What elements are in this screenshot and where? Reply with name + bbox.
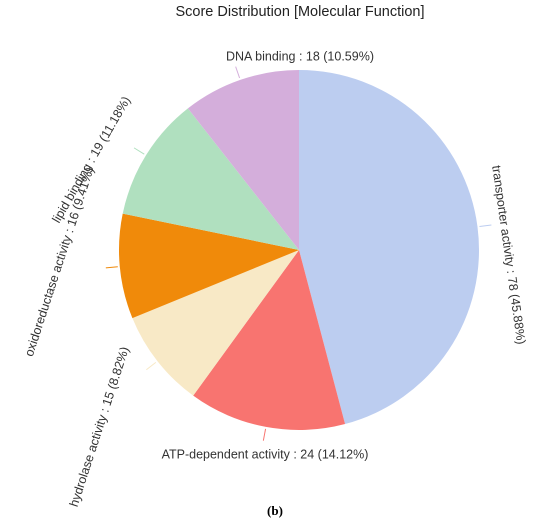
slice-label: DNA binding : 18 (10.59%) xyxy=(226,49,374,63)
leader-line xyxy=(146,361,157,371)
leader-line xyxy=(479,224,492,228)
leader-line xyxy=(262,428,267,441)
slice-label: transporter activity : 78 (45.88%) xyxy=(489,164,528,345)
slice-label: lipid binding : 19 (11.18%) xyxy=(49,94,133,225)
pie-slice xyxy=(187,70,299,250)
caption: (b) xyxy=(267,503,283,518)
leader-line xyxy=(235,66,241,79)
leader-line xyxy=(105,266,118,269)
slice-label: oxidoreductase activity : 16 (9.41%) xyxy=(22,165,97,358)
slice-label: ATP-dependent activity : 24 (14.12%) xyxy=(162,447,369,461)
pie-slice xyxy=(119,213,299,319)
leader-line xyxy=(133,147,145,155)
pie-slice xyxy=(193,250,346,430)
pie-slice xyxy=(299,70,479,425)
pie-slice xyxy=(122,108,300,250)
slice-label: hydrolase activity : 15 (8.82%) xyxy=(67,345,132,509)
pie-slice xyxy=(132,250,299,396)
chart-title: Score Distribution [Molecular Function] xyxy=(175,4,424,20)
